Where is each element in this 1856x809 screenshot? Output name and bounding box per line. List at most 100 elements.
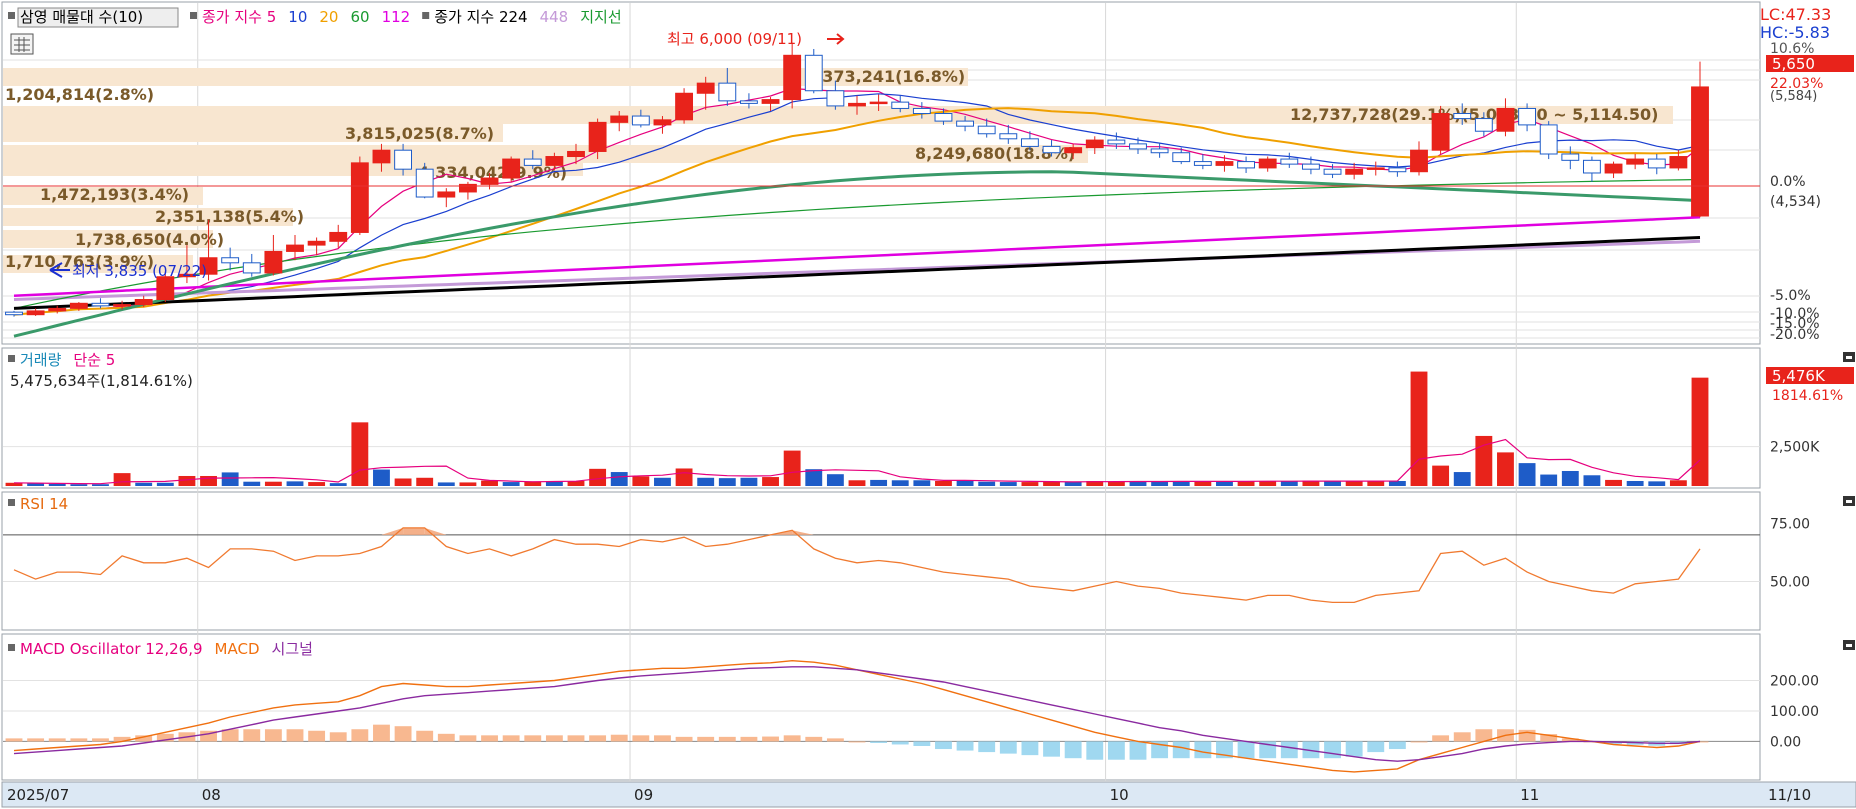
volume-bar[interactable] [1388, 480, 1406, 486]
volume-bar[interactable] [1064, 481, 1082, 486]
volume-bar[interactable] [1475, 435, 1493, 486]
volume-bar[interactable] [805, 469, 823, 486]
candle-body[interactable] [1280, 158, 1299, 165]
volume-bar[interactable] [1626, 480, 1644, 486]
volume-bar[interactable] [1561, 470, 1579, 486]
candle-body[interactable] [91, 302, 110, 307]
candle-body[interactable] [502, 158, 521, 179]
candle-body[interactable] [675, 92, 694, 121]
volume-bar[interactable] [783, 450, 801, 486]
volume-bar[interactable] [762, 477, 779, 486]
candle-body[interactable] [1691, 86, 1709, 217]
volume-bars[interactable] [5, 371, 1709, 486]
volume-bar[interactable] [610, 472, 628, 486]
candle-body[interactable] [329, 231, 348, 242]
candle-body[interactable] [848, 102, 866, 107]
volume-bar[interactable] [1410, 371, 1428, 486]
volume-bar[interactable] [999, 482, 1017, 486]
candle-body[interactable] [1129, 143, 1147, 150]
volume-bar[interactable] [1367, 480, 1385, 486]
candle-body[interactable] [1431, 113, 1450, 151]
candle-body[interactable] [1258, 158, 1277, 169]
candle-body[interactable] [221, 257, 240, 264]
volume-bar[interactable] [1497, 452, 1514, 486]
volume-bar[interactable] [329, 483, 347, 486]
candle-body[interactable] [1366, 167, 1385, 170]
candle-body[interactable] [1215, 161, 1234, 166]
volume-bar[interactable] [1107, 481, 1125, 486]
candle-body[interactable] [912, 107, 931, 115]
candle-body[interactable] [1410, 149, 1428, 173]
candle-body[interactable] [394, 149, 413, 170]
candle-body[interactable] [5, 311, 23, 316]
candle-body[interactable] [804, 54, 823, 92]
candle-body[interactable] [458, 183, 477, 193]
volume-bar[interactable] [264, 481, 282, 486]
candle-body[interactable] [761, 99, 780, 104]
calendar-icon[interactable] [10, 33, 34, 55]
volume-bar[interactable] [1648, 481, 1666, 486]
volume-bar[interactable] [1021, 482, 1039, 486]
volume-bar[interactable] [502, 482, 520, 486]
volume-bar[interactable] [589, 468, 607, 486]
volume-bar[interactable] [48, 483, 66, 486]
volume-bar[interactable] [545, 480, 563, 486]
candle-body[interactable] [1647, 158, 1666, 169]
candle-body[interactable] [739, 100, 758, 104]
candle-body[interactable] [286, 244, 304, 252]
candle-body[interactable] [1042, 145, 1061, 154]
volume-bar[interactable] [1172, 481, 1190, 486]
volume-bar[interactable] [956, 480, 974, 486]
macd-pane[interactable] [1, 633, 1761, 781]
volume-bar[interactable] [697, 477, 715, 486]
volume-bar[interactable] [913, 480, 931, 486]
volume-bar[interactable] [1669, 480, 1687, 486]
candle-body[interactable] [588, 121, 607, 152]
candle-body[interactable] [1388, 167, 1407, 173]
candle-body[interactable] [1301, 163, 1320, 170]
volume-bar[interactable] [1216, 481, 1233, 486]
volume-bar[interactable] [1237, 481, 1255, 486]
volume-bar[interactable] [135, 482, 153, 486]
candle-body[interactable] [350, 162, 369, 233]
candle-body[interactable] [1085, 139, 1104, 149]
candle-body[interactable] [523, 158, 542, 166]
volume-bar[interactable] [27, 483, 45, 486]
candle-body[interactable] [696, 82, 715, 94]
candle-body[interactable] [199, 257, 218, 275]
candle-body[interactable] [653, 119, 672, 126]
candle-body[interactable] [69, 302, 88, 309]
volume-bar[interactable] [1043, 481, 1060, 486]
candle-body[interactable] [26, 310, 45, 316]
main-legend-box[interactable] [17, 7, 179, 28]
candle-body[interactable] [977, 125, 996, 135]
volume-bar[interactable] [1691, 377, 1709, 486]
volume-bar[interactable] [1280, 481, 1298, 486]
candle-body[interactable] [1474, 118, 1493, 132]
candle-body[interactable] [1518, 107, 1537, 126]
volume-bar[interactable] [1302, 480, 1320, 486]
volume-bar[interactable] [178, 475, 196, 486]
volume-bar[interactable] [394, 478, 412, 486]
volume-bar[interactable] [243, 481, 261, 486]
candle-body[interactable] [1561, 153, 1580, 161]
candle-body[interactable] [437, 191, 456, 198]
volume-bar[interactable] [1151, 481, 1169, 486]
volume-bar[interactable] [654, 477, 671, 486]
volume-bar[interactable] [221, 472, 239, 486]
volume-bar[interactable] [437, 482, 455, 486]
rsi-pane[interactable] [1, 491, 1761, 631]
volume-bar[interactable] [870, 479, 888, 486]
volume-bar[interactable] [1259, 480, 1277, 486]
volume-bar[interactable] [1518, 463, 1536, 486]
volume-bar[interactable] [524, 481, 542, 486]
candle-body[interactable] [610, 115, 629, 123]
candle-body[interactable] [1626, 158, 1645, 165]
candle-body[interactable] [242, 262, 261, 274]
volume-bar[interactable] [718, 478, 736, 486]
volume-bar[interactable] [675, 468, 693, 486]
candle-body[interactable] [1107, 139, 1126, 145]
candle-body[interactable] [134, 299, 153, 306]
candle-body[interactable] [1345, 168, 1364, 175]
candle-body[interactable] [1669, 156, 1688, 169]
